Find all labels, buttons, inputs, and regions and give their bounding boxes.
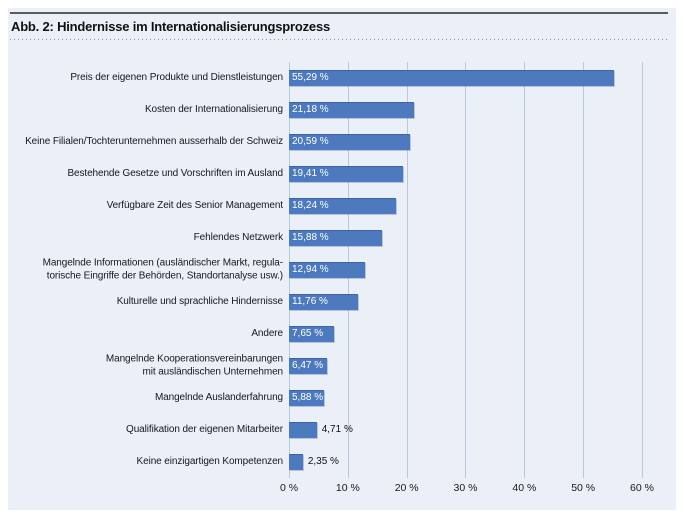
x-tick-label: 0 % [279, 482, 299, 494]
bar-value-label: 21,18 % [292, 104, 329, 115]
x-tick-label: 50 % [571, 482, 596, 494]
x-tick-label: 40 % [512, 482, 537, 494]
title-dotted-divider [10, 39, 670, 40]
bar-value-label: 4,71 % [321, 424, 353, 435]
bar: 6,47 % [289, 358, 328, 374]
bar [289, 454, 303, 470]
category-label: Bestehende Gesetze und Vorschriften im A… [67, 167, 283, 179]
category-label: Andere [251, 327, 283, 339]
category-label: Qualifikation der eigenen Mitarbeiter [126, 423, 283, 435]
bar: 19,41 % [289, 166, 404, 182]
bar-value-label: 55,29 % [292, 72, 329, 83]
gridline [641, 62, 643, 478]
chart-row: Keine Filialen/Tochterunternehmen ausser… [0, 126, 684, 158]
chart-row: Fehlendes Netzwerk 15,88 % [0, 222, 684, 254]
x-tick-label: 60 % [630, 482, 654, 494]
chart-row: Mangelnde Auslanderfahrung 5,88 % [0, 382, 684, 414]
bar-value-label: 15,88 % [292, 232, 329, 243]
bar: 21,18 % [289, 102, 414, 118]
bar-value-label: 2,35 % [307, 456, 339, 467]
bar [289, 422, 317, 438]
chart-row: Mangelnde Kooperationsvereinbarungen mit… [0, 350, 684, 382]
chart-row: Kulturelle und sprachliche Hindernisse 11… [0, 286, 684, 318]
title-top-rule [10, 12, 668, 14]
gridline [406, 62, 408, 478]
bar: 15,88 % [289, 230, 383, 246]
bar: 12,94 % [289, 262, 366, 278]
category-label: Preis der eigenen Produkte und Dienstlei… [70, 71, 283, 83]
bar-value-label: 19,41 % [292, 168, 329, 179]
bar: 55,29 % [289, 70, 615, 86]
x-tick-label: 30 % [453, 482, 478, 494]
category-label: Mangelnde Informationen (ausländischer M… [42, 257, 283, 282]
category-label: Mangelnde Auslanderfahrung [154, 391, 283, 403]
category-label: Mangelnde Kooperationsvereinbarungen mit… [105, 353, 283, 378]
bar-value-label: 7,65 % [292, 328, 324, 339]
bar-value-label: 6,47 % [292, 360, 324, 371]
bar: 7,65 % [289, 326, 334, 342]
bar: 11,76 % [289, 294, 359, 310]
category-label: Fehlendes Netzwerk [193, 231, 283, 243]
chart-row: Andere 7,65 % [0, 318, 684, 350]
bar-value-label: 11,76 % [292, 296, 328, 307]
bar-value-label: 20,59 % [292, 136, 329, 147]
category-label: Verfügbare Zeit des Senior Management [106, 199, 284, 211]
chart-row: Kosten der Internationalisierung 21,18 % [0, 94, 684, 126]
category-label: Keine einzigartigen Kompetenzen [136, 455, 284, 467]
figure-panel [8, 8, 676, 510]
gridline [583, 62, 585, 478]
x-tick-label: 10 % [335, 482, 360, 494]
gridline [465, 62, 467, 478]
chart-row: Mangelnde Informationen (ausländischer M… [0, 254, 684, 286]
chart-row: Verfügbare Zeit des Senior Management 18,… [0, 190, 684, 222]
bar-value-label: 12,94 % [292, 264, 329, 275]
bar-value-label: 5,88 % [292, 392, 324, 403]
category-label: Keine Filialen/Tochterunternehmen ausser… [25, 135, 283, 147]
chart-row: Qualifikation der eigenen Mitarbeiter 4,7… [0, 414, 684, 446]
chart-row: Preis der eigenen Produkte und Dienstlei… [0, 62, 684, 94]
bar-value-label: 18,24 % [292, 200, 329, 211]
bar: 5,88 % [289, 390, 324, 406]
category-label: Kulturelle und sprachliche Hindernisse [116, 295, 283, 307]
chart-row: Keine einzigartigen Kompetenzen 2,35 % [0, 446, 684, 478]
bar: 20,59 % [289, 134, 411, 150]
category-label: Kosten der Internationalisierung [144, 103, 283, 115]
figure-title: Abb. 2: Hindernisse im Internationalisie… [11, 19, 331, 34]
gridline [524, 62, 526, 478]
bar: 18,24 % [289, 198, 397, 214]
chart-row: Bestehende Gesetze und Vorschriften im A… [0, 158, 684, 190]
x-tick-label: 20 % [394, 482, 419, 494]
